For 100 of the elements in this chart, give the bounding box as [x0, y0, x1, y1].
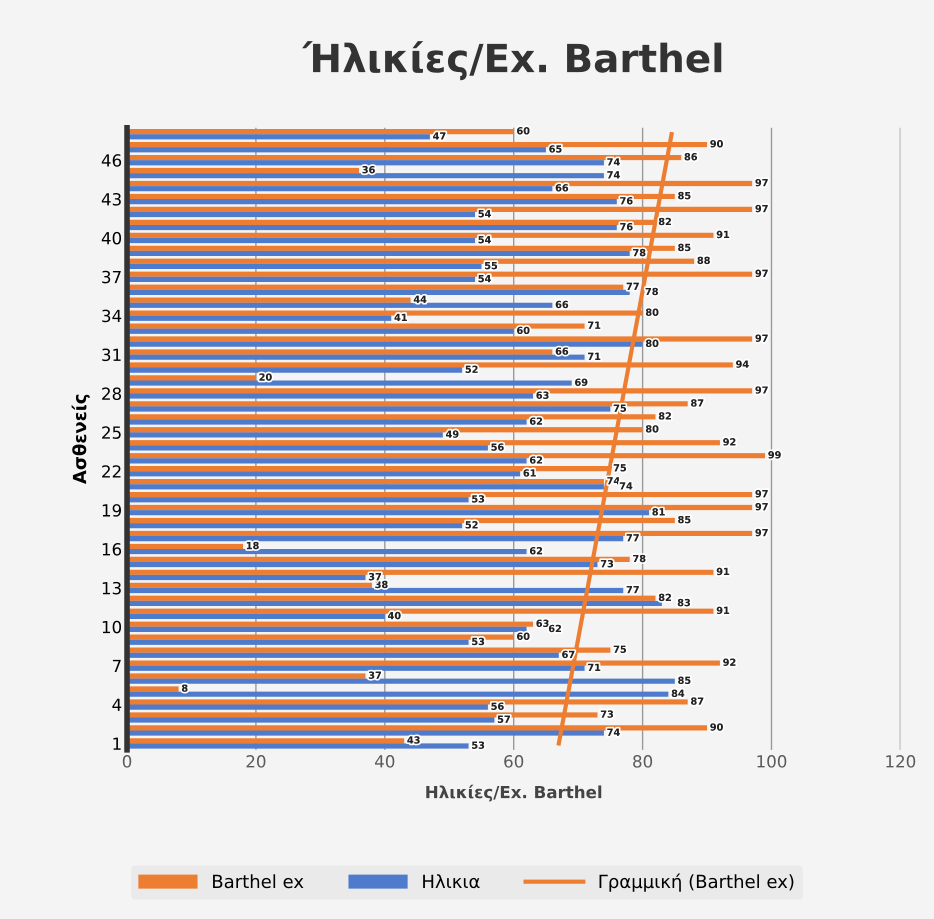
data-label: 88: [698, 256, 710, 264]
data-label: 66: [556, 184, 568, 192]
data-label: 87: [691, 697, 704, 705]
data-label: 52: [466, 521, 478, 528]
data-label: 18: [246, 542, 259, 550]
y-tick-label: 46: [102, 154, 122, 167]
legend-label: Ηλικια: [423, 874, 480, 888]
data-label: 44: [414, 296, 426, 303]
x-axis-title: Ηλικίες/Ex. Barthel: [426, 784, 602, 802]
data-label: 69: [575, 378, 588, 386]
data-label: 74: [620, 482, 632, 490]
data-label: 38: [375, 580, 388, 588]
data-label: 73: [600, 560, 614, 568]
legend-label: Barthel ex: [213, 874, 304, 888]
data-label: 77: [626, 282, 639, 290]
data-label: 71: [588, 352, 600, 360]
y-tick-label: 40: [102, 232, 122, 244]
data-label: 41: [394, 314, 407, 321]
y-tick-label: 37: [102, 270, 121, 284]
data-label: 43: [407, 736, 420, 744]
data-label: 90: [710, 723, 723, 731]
data-label: 60: [517, 326, 530, 334]
data-label: 90: [710, 140, 723, 148]
data-label: 80: [646, 340, 658, 348]
data-label: 37: [368, 671, 382, 679]
data-label: 74: [607, 171, 620, 178]
data-label: 37: [368, 572, 382, 580]
data-label: 85: [678, 516, 690, 524]
data-label: 60: [517, 127, 530, 134]
data-label: 54: [478, 274, 491, 282]
x-tick-label: 60: [504, 755, 524, 768]
data-label: 54: [478, 236, 491, 244]
data-label: 61: [524, 469, 536, 477]
data-label: 97: [755, 528, 768, 536]
data-label: 97: [755, 178, 768, 186]
data-label: 63: [536, 392, 549, 399]
x-tick-label: 20: [246, 755, 266, 768]
data-label: 84: [672, 690, 684, 697]
y-tick-label: 22: [102, 465, 120, 478]
data-label: 62: [530, 547, 542, 554]
x-tick-label: 40: [375, 755, 394, 768]
data-label: 56: [491, 443, 504, 451]
data-label: 62: [548, 624, 561, 632]
data-label: 74: [607, 158, 620, 166]
data-label: 47: [433, 132, 446, 140]
data-label: 97: [755, 334, 768, 342]
data-label: 91: [716, 568, 730, 576]
data-label: 54: [478, 210, 491, 218]
data-label: 63: [536, 620, 549, 627]
y-tick-label: 25: [102, 426, 121, 439]
data-label: 97: [755, 490, 768, 498]
data-label: 77: [626, 586, 639, 594]
data-label: 20: [259, 373, 272, 381]
data-label: 82: [658, 218, 671, 226]
data-label: 85: [678, 192, 690, 200]
y-tick-label: 19: [102, 504, 121, 517]
y-tick-label: 4: [112, 698, 122, 711]
data-label: 53: [472, 741, 484, 749]
data-label: 53: [472, 495, 484, 503]
data-label: 78: [633, 554, 646, 562]
data-label: 66: [556, 347, 568, 355]
data-label: 83: [678, 598, 690, 606]
data-label: 87: [691, 399, 704, 407]
x-tick-label: 0: [122, 755, 132, 768]
data-label: 52: [466, 366, 478, 373]
y-tick-label: 1: [113, 738, 121, 750]
data-label: 66: [556, 300, 568, 308]
data-label: 82: [658, 594, 671, 602]
data-label: 92: [723, 438, 736, 446]
y-axis-title: Ασθενείς: [72, 394, 90, 484]
data-label: 57: [498, 716, 510, 723]
data-label: 36: [362, 166, 375, 174]
data-label: 92: [723, 658, 736, 666]
data-label: 97: [755, 204, 768, 212]
data-label: 75: [614, 646, 626, 653]
data-label: 78: [633, 248, 646, 256]
data-label: 73: [600, 710, 614, 718]
data-label: 65: [549, 145, 562, 153]
y-tick-label: 34: [102, 310, 122, 322]
data-label: 82: [658, 412, 671, 420]
data-label: 76: [620, 223, 633, 230]
data-label: 71: [588, 664, 600, 671]
data-label: 74: [607, 728, 620, 736]
x-tick-label: 120: [886, 755, 916, 768]
data-label: 40: [388, 612, 401, 620]
y-tick-label: 43: [102, 192, 121, 206]
legend-label: Γραμμική (Barthel ex): [600, 874, 794, 892]
y-tick-label: 13: [102, 582, 121, 594]
data-label: 8: [182, 684, 188, 692]
data-label: 76: [620, 197, 633, 204]
data-label: 86: [684, 153, 698, 160]
data-label: 62: [530, 456, 542, 464]
data-label: 81: [652, 508, 665, 516]
data-label: 99: [768, 451, 781, 458]
data-label: 85: [678, 676, 690, 684]
y-tick-label: 16: [102, 542, 122, 556]
data-label: 78: [646, 288, 658, 296]
x-tick-label: 100: [757, 755, 786, 768]
data-label: 71: [588, 322, 600, 329]
data-label: 97: [755, 386, 768, 394]
